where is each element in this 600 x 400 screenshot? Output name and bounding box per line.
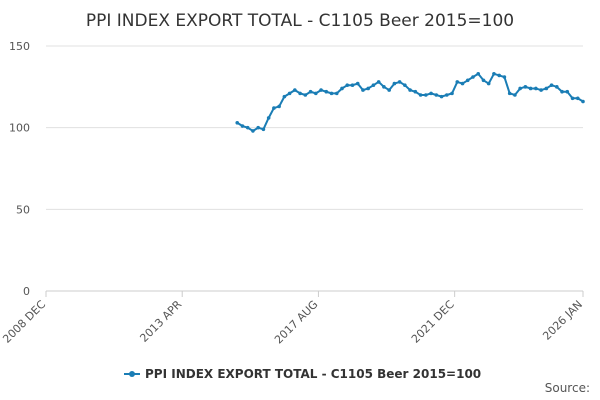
- data-point: [408, 88, 412, 92]
- data-point: [376, 80, 381, 84]
- data-point: [272, 106, 276, 110]
- data-point: [465, 78, 470, 83]
- data-point: [413, 89, 418, 94]
- legend-label: PPI INDEX EXPORT TOTAL - C1105 Beer 2015…: [145, 367, 481, 381]
- data-point: [319, 88, 323, 92]
- data-point: [429, 91, 433, 96]
- data-point: [424, 93, 428, 97]
- data-point: [575, 96, 580, 101]
- x-tick-label: 2021 DEC: [409, 298, 457, 346]
- data-point: [293, 88, 297, 92]
- data-point: [240, 124, 245, 128]
- data-point: [324, 89, 329, 94]
- data-point: [235, 120, 240, 125]
- data-point: [355, 81, 360, 86]
- data-point: [544, 86, 549, 91]
- data-point: [387, 88, 391, 92]
- data-point: [507, 91, 512, 96]
- y-tick-label: 0: [23, 285, 30, 298]
- data-point: [340, 86, 344, 91]
- x-tick-label: 2008 DEC: [0, 298, 48, 346]
- x-tick-label: 2026 JAN: [540, 298, 585, 343]
- data-point: [471, 75, 475, 79]
- data-point: [476, 71, 481, 76]
- data-point: [570, 96, 575, 101]
- data-point: [523, 85, 528, 89]
- data-point: [397, 80, 402, 84]
- data-point: [481, 78, 486, 83]
- data-point: [350, 83, 355, 87]
- data-point: [251, 129, 255, 133]
- data-point: [560, 89, 564, 94]
- y-tick-label: 100: [9, 122, 30, 135]
- data-point: [455, 80, 460, 84]
- data-point: [581, 99, 585, 104]
- data-point: [261, 127, 266, 132]
- source: Source:: [545, 381, 590, 395]
- data-point: [555, 85, 559, 89]
- data-point: [534, 86, 538, 91]
- data-point: [366, 86, 371, 91]
- data-point: [256, 125, 260, 130]
- data-point: [434, 93, 439, 97]
- data-point: [361, 88, 365, 92]
- data-point: [303, 93, 308, 97]
- data-point: [345, 83, 350, 87]
- data-point: [298, 91, 302, 96]
- data-point: [392, 81, 397, 86]
- x-tick-label: 2017 AUG: [272, 298, 321, 347]
- chart-title: PPI INDEX EXPORT TOTAL - C1105 Beer 2015…: [86, 11, 514, 31]
- data-point: [497, 73, 501, 78]
- data-point: [403, 83, 407, 87]
- data-point: [513, 93, 517, 97]
- data-point: [334, 91, 339, 96]
- data-point: [460, 81, 465, 86]
- y-tick-label: 150: [9, 40, 30, 53]
- data-point: [444, 93, 449, 97]
- data-point: [308, 89, 313, 94]
- data-point: [382, 85, 386, 89]
- data-point: [245, 125, 250, 130]
- data-point: [539, 88, 543, 92]
- data-point: [549, 83, 554, 87]
- legend-marker: [129, 371, 135, 377]
- data-point: [277, 104, 281, 109]
- data-point: [565, 89, 570, 94]
- data-point: [287, 91, 292, 96]
- data-point: [329, 91, 334, 96]
- data-point: [282, 94, 287, 99]
- data-point: [528, 86, 533, 91]
- data-point: [486, 81, 491, 86]
- series-line: [236, 72, 584, 133]
- data-point: [418, 93, 423, 97]
- data-point: [439, 94, 444, 99]
- data-point: [450, 91, 454, 96]
- data-point: [314, 91, 318, 96]
- y-tick-label: 50: [16, 203, 30, 216]
- data-point: [492, 71, 496, 76]
- data-point: [371, 83, 376, 87]
- data-point: [266, 116, 271, 120]
- data-point: [502, 75, 507, 79]
- x-tick-label: 2013 APR: [137, 298, 184, 345]
- data-point: [518, 86, 522, 91]
